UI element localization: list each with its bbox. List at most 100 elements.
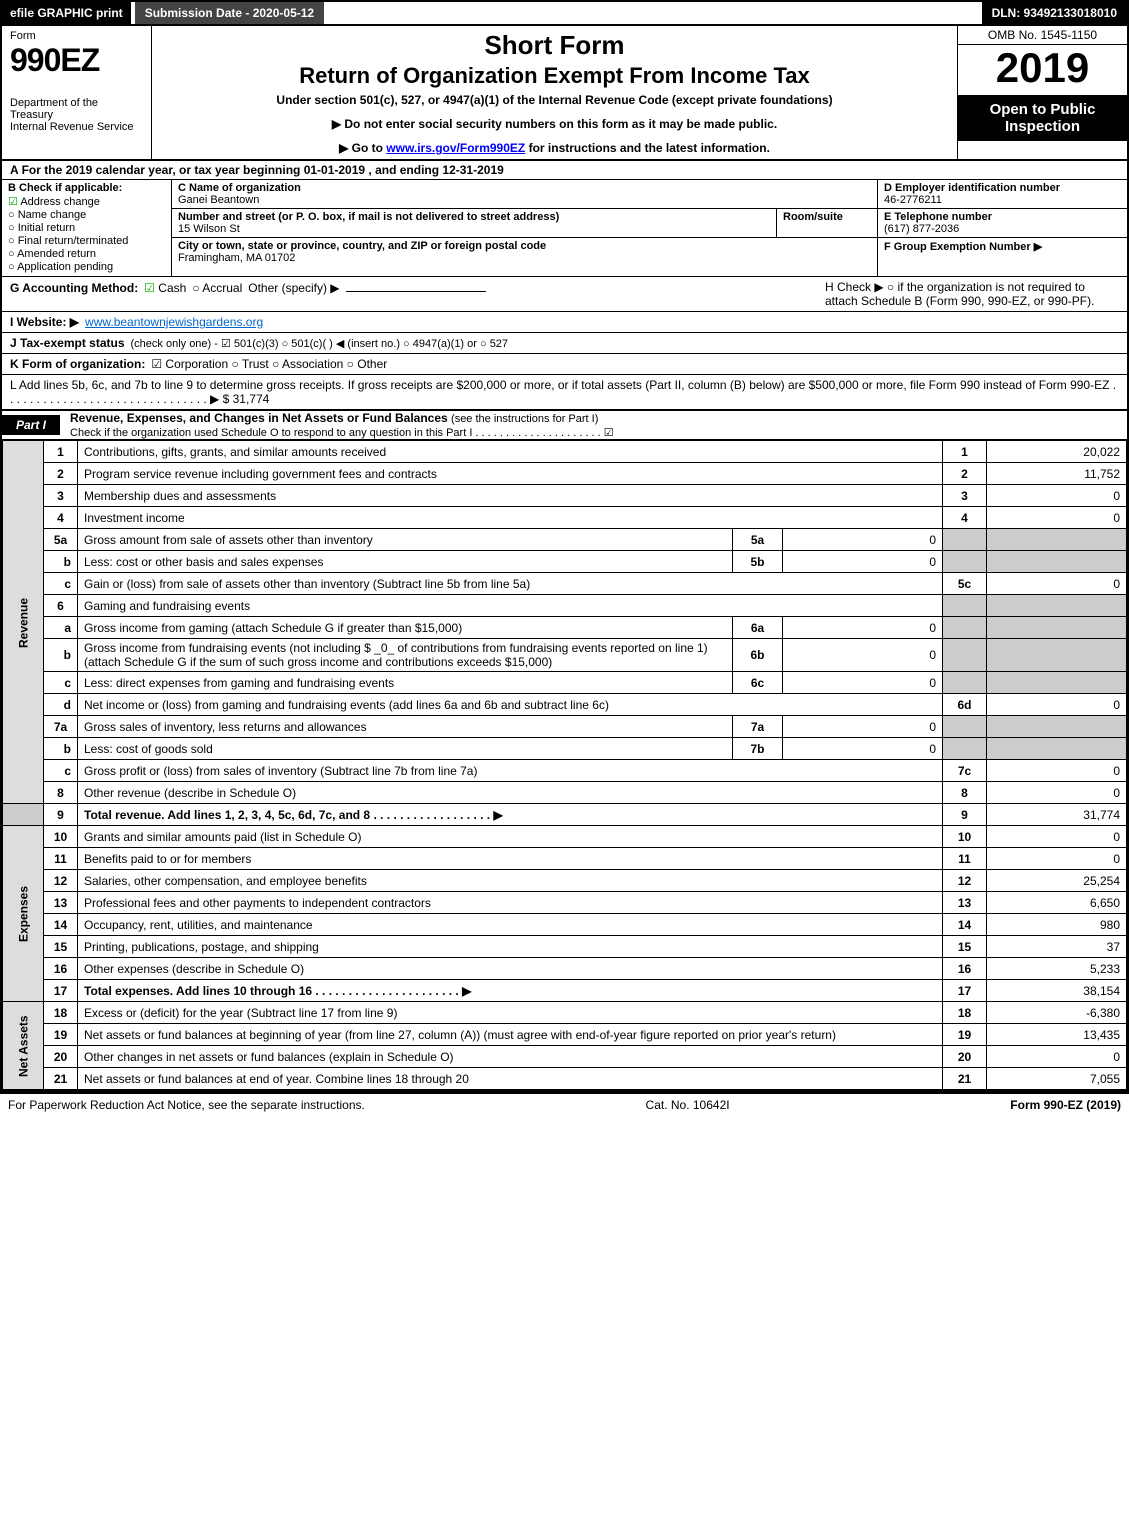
l6d-box: 6d: [943, 694, 987, 716]
l6a-ibox: 6a: [733, 617, 783, 639]
f-group-exemption-label: F Group Exemption Number ▶: [884, 240, 1121, 253]
l17-amt: 38,154: [987, 980, 1127, 1002]
l21-amt: 7,055: [987, 1068, 1127, 1090]
chk-name-change[interactable]: Name change: [8, 209, 165, 221]
line-9: 9 Total revenue. Add lines 1, 2, 3, 4, 5…: [3, 804, 1127, 826]
form-word: Form: [10, 30, 143, 42]
l7b-box-shade: [943, 738, 987, 760]
l9-amt: 31,774: [987, 804, 1127, 826]
l7c-amt: 0: [987, 760, 1127, 782]
line-8: 8 Other revenue (describe in Schedule O)…: [3, 782, 1127, 804]
l6b-iamt: 0: [783, 639, 943, 672]
l5c-d: Gain or (loss) from sale of assets other…: [78, 573, 943, 595]
l20-amt: 0: [987, 1046, 1127, 1068]
l10-n: 10: [44, 826, 78, 848]
l6a-n: a: [44, 617, 78, 639]
l16-n: 16: [44, 958, 78, 980]
l10-box: 10: [943, 826, 987, 848]
g-other-input[interactable]: [346, 280, 486, 292]
header-middle: Short Form Return of Organization Exempt…: [152, 26, 957, 159]
l18-n: 18: [44, 1002, 78, 1024]
irs-url-link[interactable]: www.irs.gov/Form990EZ: [386, 141, 525, 155]
j-options[interactable]: (check only one) - ☑ 501(c)(3) ○ 501(c)(…: [131, 337, 509, 350]
line-16: 16 Other expenses (describe in Schedule …: [3, 958, 1127, 980]
l1-box: 1: [943, 441, 987, 463]
l4-n: 4: [44, 507, 78, 529]
dept-label: Department of the Treasury: [10, 97, 143, 121]
l7c-box: 7c: [943, 760, 987, 782]
l6d-d: Net income or (loss) from gaming and fun…: [78, 694, 943, 716]
l6-box-shade: [943, 595, 987, 617]
efile-print-button[interactable]: efile GRAPHIC print: [2, 2, 131, 24]
submission-date-badge: Submission Date - 2020-05-12: [135, 2, 324, 24]
topbar: efile GRAPHIC print Submission Date - 20…: [2, 2, 1127, 26]
g-accrual[interactable]: Accrual: [192, 281, 242, 295]
e-phone-label: E Telephone number: [884, 211, 1121, 223]
form-990ez: efile GRAPHIC print Submission Date - 20…: [0, 0, 1129, 1092]
l5b-box-shade: [943, 551, 987, 573]
l6d-n: d: [44, 694, 78, 716]
l9-side-shade: [3, 804, 44, 826]
l21-d: Net assets or fund balances at end of ye…: [78, 1068, 943, 1090]
line-3: 3 Membership dues and assessments 3 0: [3, 485, 1127, 507]
part1-tab: Part I: [2, 415, 60, 435]
l19-box: 19: [943, 1024, 987, 1046]
l7b-iamt: 0: [783, 738, 943, 760]
line-6: 6 Gaming and fundraising events: [3, 595, 1127, 617]
l15-d: Printing, publications, postage, and shi…: [78, 936, 943, 958]
chk-final-return[interactable]: Final return/terminated: [8, 235, 165, 247]
line-6a: a Gross income from gaming (attach Sched…: [3, 617, 1127, 639]
l20-n: 20: [44, 1046, 78, 1068]
j-label: J Tax-exempt status: [10, 336, 125, 350]
line-21: 21 Net assets or fund balances at end of…: [3, 1068, 1127, 1090]
l20-d: Other changes in net assets or fund bala…: [78, 1046, 943, 1068]
section-c-name-address: C Name of organization Ganei Beantown Nu…: [172, 180, 877, 276]
l14-amt: 980: [987, 914, 1127, 936]
chk-application-pending[interactable]: Application pending: [8, 261, 165, 273]
l7a-amt-shade: [987, 716, 1127, 738]
line-6c: c Less: direct expenses from gaming and …: [3, 672, 1127, 694]
l6c-amt-shade: [987, 672, 1127, 694]
l21-box: 21: [943, 1068, 987, 1090]
l14-box: 14: [943, 914, 987, 936]
l7c-d: Gross profit or (loss) from sales of inv…: [78, 760, 943, 782]
website-link[interactable]: www.beantownjewishgardens.org: [85, 315, 263, 329]
part1-table: Revenue 1 Contributions, gifts, grants, …: [2, 440, 1127, 1090]
l4-box: 4: [943, 507, 987, 529]
g-cash[interactable]: Cash: [144, 281, 186, 295]
l4-d: Investment income: [78, 507, 943, 529]
l12-amt: 25,254: [987, 870, 1127, 892]
l5a-iamt: 0: [783, 529, 943, 551]
l18-d: Excess or (deficit) for the year (Subtra…: [78, 1002, 943, 1024]
line-7b: b Less: cost of goods sold 7b 0: [3, 738, 1127, 760]
line-19: 19 Net assets or fund balances at beginn…: [3, 1024, 1127, 1046]
l6b-ibox: 6b: [733, 639, 783, 672]
l3-n: 3: [44, 485, 78, 507]
l6b-amt-shade: [987, 639, 1127, 672]
l19-d: Net assets or fund balances at beginning…: [78, 1024, 943, 1046]
l2-d: Program service revenue including govern…: [78, 463, 943, 485]
g-other[interactable]: Other (specify) ▶: [248, 281, 339, 295]
line-1: Revenue 1 Contributions, gifts, grants, …: [3, 441, 1127, 463]
l17-d: Total expenses. Add lines 10 through 16 …: [78, 980, 943, 1002]
line-6d: d Net income or (loss) from gaming and f…: [3, 694, 1127, 716]
l14-n: 14: [44, 914, 78, 936]
l13-box: 13: [943, 892, 987, 914]
g-label: G Accounting Method:: [10, 281, 138, 295]
part1-check-o[interactable]: Check if the organization used Schedule …: [70, 427, 614, 439]
l3-box: 3: [943, 485, 987, 507]
l12-d: Salaries, other compensation, and employ…: [78, 870, 943, 892]
l7c-n: c: [44, 760, 78, 782]
city-state-zip: Framingham, MA 01702: [178, 252, 295, 264]
l8-amt: 0: [987, 782, 1127, 804]
line-12: 12 Salaries, other compensation, and emp…: [3, 870, 1127, 892]
k-options[interactable]: ☑ Corporation ○ Trust ○ Association ○ Ot…: [151, 357, 387, 371]
row-a-text: For the 2019 calendar year, or tax year …: [22, 163, 504, 177]
l7b-d: Less: cost of goods sold: [78, 738, 733, 760]
chk-amended-return[interactable]: Amended return: [8, 248, 165, 260]
chk-initial-return[interactable]: Initial return: [8, 222, 165, 234]
l6-amt-shade: [987, 595, 1127, 617]
line-14: 14 Occupancy, rent, utilities, and maint…: [3, 914, 1127, 936]
chk-address-change[interactable]: Address change: [8, 195, 165, 208]
l7a-d: Gross sales of inventory, less returns a…: [78, 716, 733, 738]
